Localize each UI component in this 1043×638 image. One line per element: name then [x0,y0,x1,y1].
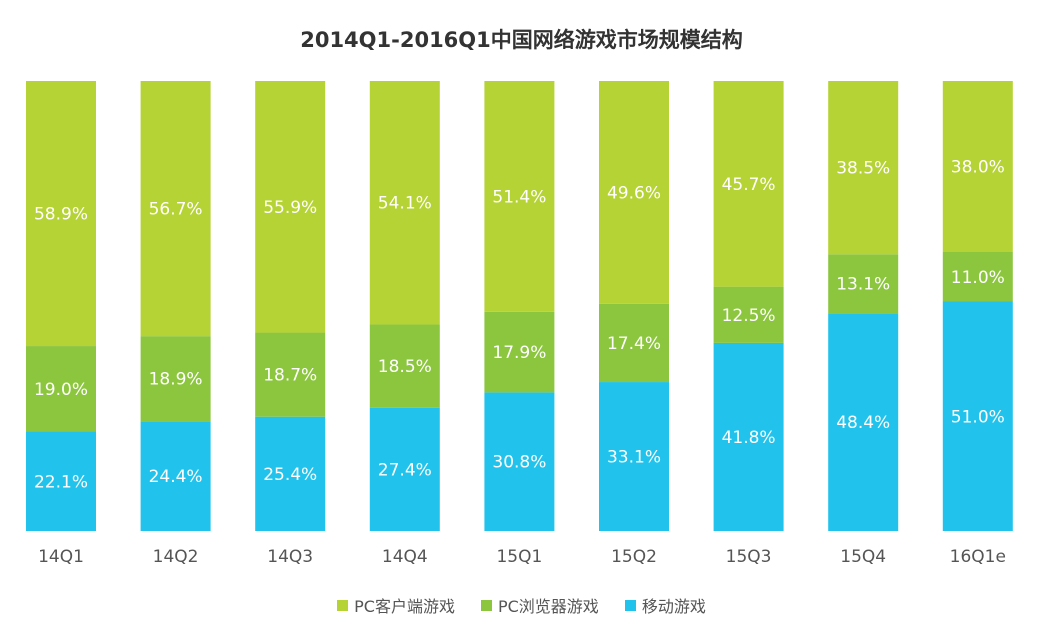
data-label: 18.7% [263,366,317,386]
data-label: 30.8% [492,453,546,473]
bar-segment [599,81,669,304]
legend-item: 移动游戏 [624,593,706,617]
data-label: 33.1% [607,448,661,468]
bar-segment [484,392,555,531]
bar-segment [713,286,784,343]
data-label: 45.7% [722,175,776,195]
legend-label: PC浏览器游戏 [497,597,599,616]
bar-stack-14q4: 27.4% 18.5% 54.1% [369,81,440,531]
x-tick-label: 14Q1 [38,547,84,567]
data-label: 27.4% [378,460,432,480]
bar-segment [828,313,899,531]
legend-label: PC客户端游戏 [354,597,455,616]
data-label: 11.0% [951,268,1005,288]
bar-segment [26,431,96,531]
data-label: 54.1% [378,194,432,214]
x-tick-label: 16Q1e [950,547,1006,567]
legend-item: PC浏览器游戏 [480,593,599,617]
bar-segment [140,336,211,422]
data-label: 51.4% [492,187,546,207]
x-tick-label: 14Q3 [267,547,313,567]
bar-segment [828,81,899,255]
data-label: 38.5% [836,159,890,179]
bar-stack-16q1e: 51.0% 11.0% 38.0% [942,81,1013,531]
bar-stack-14q1: 22.1% 19.0% 58.9% [26,81,96,531]
x-tick-label: 15Q3 [726,547,772,567]
legend-swatch [624,599,636,611]
bar-segment [599,382,669,531]
bar-stack-14q3: 25.4% 18.7% 55.9% [255,81,326,531]
x-tick-label: 15Q4 [840,547,886,567]
x-tick-label: 14Q4 [382,547,428,567]
chart-title: 2014Q1-2016Q1中国网络游戏市场规模结构 [300,28,743,52]
bar-segment [255,416,326,531]
x-tick-label: 15Q2 [611,547,657,567]
data-label: 49.6% [607,183,661,203]
legend: PC客户端游戏 PC浏览器游戏 移动游戏 [0,593,1043,617]
data-label: 18.5% [378,357,432,377]
bar-stack-15q3: 41.8% 12.5% 45.7% [713,81,784,531]
legend-swatch [337,599,349,611]
data-label: 58.9% [34,205,88,225]
bar-segment [255,332,326,417]
bar-segment [942,301,1013,531]
bar-segment [942,252,1013,302]
bar-segment [26,81,96,347]
data-label: 41.8% [722,428,776,448]
bar-segment [369,324,440,408]
data-label: 19.0% [34,380,88,400]
data-label: 48.4% [836,413,890,433]
legend-item: PC客户端游戏 [337,593,455,617]
bar-segment [484,311,555,393]
data-label: 17.4% [607,334,661,354]
data-label: 56.7% [149,200,203,220]
bar-segment [484,81,555,312]
x-tick-label: 15Q1 [496,547,542,567]
legend-label: 移动游戏 [641,597,706,616]
legend-swatch [480,599,492,611]
data-label: 25.4% [263,465,317,485]
bar-segment [369,407,440,531]
data-label: 38.0% [951,158,1005,178]
data-label: 12.5% [722,306,776,326]
data-label: 13.1% [836,275,890,295]
bar-segment [942,81,1013,252]
data-label: 22.1% [34,472,88,492]
data-label: 24.4% [149,467,203,487]
bar-segment [713,81,784,287]
bar-segment [369,81,440,325]
bar-stack-14q2: 24.4% 18.9% 56.7% [140,81,211,531]
data-label: 18.9% [149,370,203,390]
bar-segment [255,81,326,333]
bar-segment [140,81,211,337]
data-label: 51.0% [951,407,1005,427]
x-tick-label: 14Q2 [153,547,199,567]
bar-segment [713,342,784,531]
data-label: 17.9% [492,343,546,363]
bar-stack-15q2: 33.1% 17.4% 49.6% [599,81,669,531]
bar-segment [828,254,899,314]
bar-stack-15q4: 48.4% 13.1% 38.5% [828,81,899,531]
data-label: 55.9% [263,198,317,218]
bar-stack-15q1: 30.8% 17.9% 51.4% [484,81,555,531]
bar-segment [599,303,669,383]
bar-segment [26,346,96,432]
bar-segment [140,421,211,531]
